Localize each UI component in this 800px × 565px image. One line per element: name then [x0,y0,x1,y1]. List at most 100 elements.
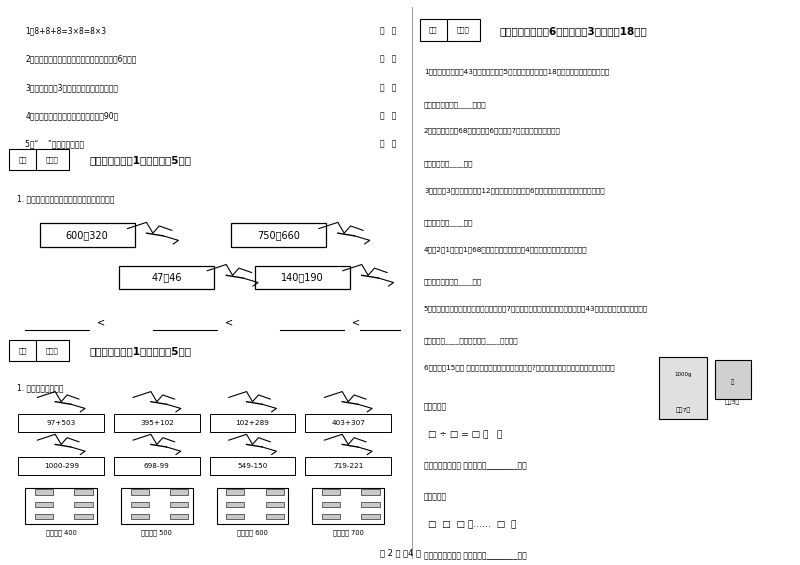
FancyBboxPatch shape [114,414,200,432]
Text: 3、钟表上显示3时，时针和分针成一直角。: 3、钟表上显示3时，时针和分针成一直角。 [26,83,118,92]
Text: 只买大盒：: 只买大盒： [424,492,447,501]
Text: 1000-299: 1000-299 [44,463,78,470]
Bar [35,502,53,507]
Bar [322,514,340,519]
Bar [659,357,707,419]
Bar [74,489,93,495]
Text: 评卷人: 评卷人 [457,27,470,33]
Text: <: < [97,318,105,328]
Bar [226,502,245,507]
Text: 得分: 得分 [18,347,26,354]
Text: 每盒3元: 每盒3元 [725,399,740,405]
FancyBboxPatch shape [18,414,104,432]
Text: 得数接近 600: 得数接近 600 [237,530,268,537]
Text: 47＋46: 47＋46 [151,272,182,282]
Text: 答：只买大盒牛奶 最多可以买________盒。: 答：只买大盒牛奶 最多可以买________盒。 [424,551,526,560]
Bar [130,489,149,495]
Text: 102+289: 102+289 [235,420,270,426]
Text: <: < [352,318,360,328]
Bar [26,488,97,524]
Bar [217,488,288,524]
Text: 2、羊圈里原来有68只羊，先账6只，又账7只，现在还有多少只？: 2、羊圈里原来有68只羊，先账6只，又账7只，现在还有多少只？ [424,128,561,134]
Bar [170,514,188,519]
Text: （   ）: （ ） [380,139,397,148]
Text: （   ）: （ ） [380,55,397,64]
Text: 1. 把下列算式按得数大小，从小到大排一行。: 1. 把下列算式按得数大小，从小到大排一行。 [18,194,114,203]
Text: 第 2 页 共4 页: 第 2 页 共4 页 [379,548,421,557]
Bar [226,514,245,519]
Text: 得数大约 700: 得数大约 700 [333,530,364,537]
Text: 2、有三个同学，每两人握一次手，一共要握6次手。: 2、有三个同学，每两人握一次手，一共要握6次手。 [26,55,137,64]
FancyBboxPatch shape [306,457,391,475]
Text: □  □  □ ）……  □  ）: □ □ □ ）…… □ ） [428,520,516,529]
Bar [35,514,53,519]
Text: 得数大约 500: 得数大约 500 [142,530,172,537]
Text: 八、解决问题（共6小题，每颙3分，共膂18分）: 八、解决问题（共6小题，每颙3分，共膂18分） [500,26,647,36]
FancyBboxPatch shape [210,414,295,432]
Bar [10,340,69,361]
Text: 5、“    ”这是一条线段。: 5、“ ”这是一条线段。 [26,139,85,148]
FancyBboxPatch shape [231,224,326,247]
Bar [362,489,379,495]
FancyBboxPatch shape [18,457,104,475]
Text: 4、最小的两位数和最大的两位数相差90。: 4、最小的两位数和最大的两位数相差90。 [26,111,118,120]
Text: 750－660: 750－660 [257,231,300,240]
FancyBboxPatch shape [210,457,295,475]
Text: 只买小盒：: 只买小盒： [424,402,447,411]
Text: 七、连一连（共1大题，共芈5分）: 七、连一连（共1大题，共芈5分） [89,347,191,357]
Text: （   ）: （ ） [380,111,397,120]
Text: 奶: 奶 [731,380,734,385]
Text: 答：每个同学能分____瓶。: 答：每个同学能分____瓶。 [424,279,482,285]
Bar [170,489,188,495]
Bar [74,514,93,519]
Text: 答：只买小盒牛奶 最多可以买________盒。: 答：只买小盒牛奶 最多可以买________盒。 [424,461,526,470]
Text: 答：小云用了____元。: 答：小云用了____元。 [424,220,474,226]
Text: 1、8+8+8=3×8=8×3: 1、8+8+8=3×8=8×3 [26,27,106,36]
Text: 3、小明了3个笔记本，用去12元。小云也了同样的6个笔记本，算一算小云用了多少钉？: 3、小明了3个笔记本，用去12元。小云也了同样的6个笔记本，算一算小云用了多少钉… [424,187,605,194]
Text: 395+102: 395+102 [140,420,174,426]
FancyBboxPatch shape [306,414,391,432]
Bar [322,502,340,507]
FancyBboxPatch shape [255,266,350,289]
Text: 600－320: 600－320 [66,231,109,240]
Text: 得分: 得分 [18,156,26,163]
Text: 评卷人: 评卷人 [46,347,58,354]
Text: 答：新来了____学生，原来有____个学生。: 答：新来了____学生，原来有____个学生。 [424,338,518,344]
Bar [362,502,379,507]
Text: 97+503: 97+503 [46,420,76,426]
Text: 698-99: 698-99 [144,463,170,470]
Text: 得分: 得分 [429,27,438,33]
Text: 549-150: 549-150 [238,463,268,470]
Bar [130,502,149,507]
Text: 6、小红朗15元钓 如果只买小盒牛奶，可以买多少盒?如果只买大盒牛奶，最多可以买多少盒？: 6、小红朗15元钓 如果只买小盒牛奶，可以买多少盒?如果只买大盒牛奶，最多可以买… [424,364,614,371]
Text: 1000g: 1000g [674,372,692,377]
Bar [715,360,750,399]
Bar [121,488,193,524]
Bar [420,19,480,41]
Bar [35,489,53,495]
Text: 评卷人: 评卷人 [46,156,58,163]
Text: 1、学校里原来种了43棵树，今年死了5棵，植树节时又种了18棵，现在学校里有几棵树？: 1、学校里原来种了43棵树，今年死了5棵，植树节时又种了18棵，现在学校里有几棵… [424,69,609,76]
Bar [170,502,188,507]
Text: □ ÷ □ = □ （   ）: □ ÷ □ = □ （ ） [428,431,502,440]
Text: 140＋190: 140＋190 [281,272,324,282]
Bar [226,489,245,495]
Text: 每盒7元: 每盒7元 [675,408,690,414]
Text: 4、有2符1，每符1有68瓶，把这些水平均分绔4个同学，每个同学能分几瓶？: 4、有2符1，每符1有68瓶，把这些水平均分绔4个同学，每个同学能分几瓶？ [424,246,587,253]
Text: 5、操场上有一群学生又来了男生、女生坴7人，新来了多少学生？现在操场上共有43个学生原来有多少个学生？: 5、操场上有一群学生又来了男生、女生坴7人，新来了多少学生？现在操场上共有43个… [424,305,648,312]
Text: 答：现在学校里有____棵树。: 答：现在学校里有____棵树。 [424,102,486,108]
Bar [322,489,340,495]
FancyBboxPatch shape [114,457,200,475]
Bar [130,514,149,519]
FancyBboxPatch shape [119,266,214,289]
Bar [10,149,69,170]
Text: 六、比一比（共1大题，共芈5分）: 六、比一比（共1大题，共芈5分） [89,155,191,166]
Text: 719-221: 719-221 [333,463,363,470]
Text: （   ）: （ ） [380,83,397,92]
Bar [266,489,284,495]
Text: 1. 估一估，连一连。: 1. 估一估，连一连。 [18,384,64,393]
Text: <: < [225,318,233,328]
Bar [266,502,284,507]
Bar [266,514,284,519]
Text: 得数接近 400: 得数接近 400 [46,530,77,537]
